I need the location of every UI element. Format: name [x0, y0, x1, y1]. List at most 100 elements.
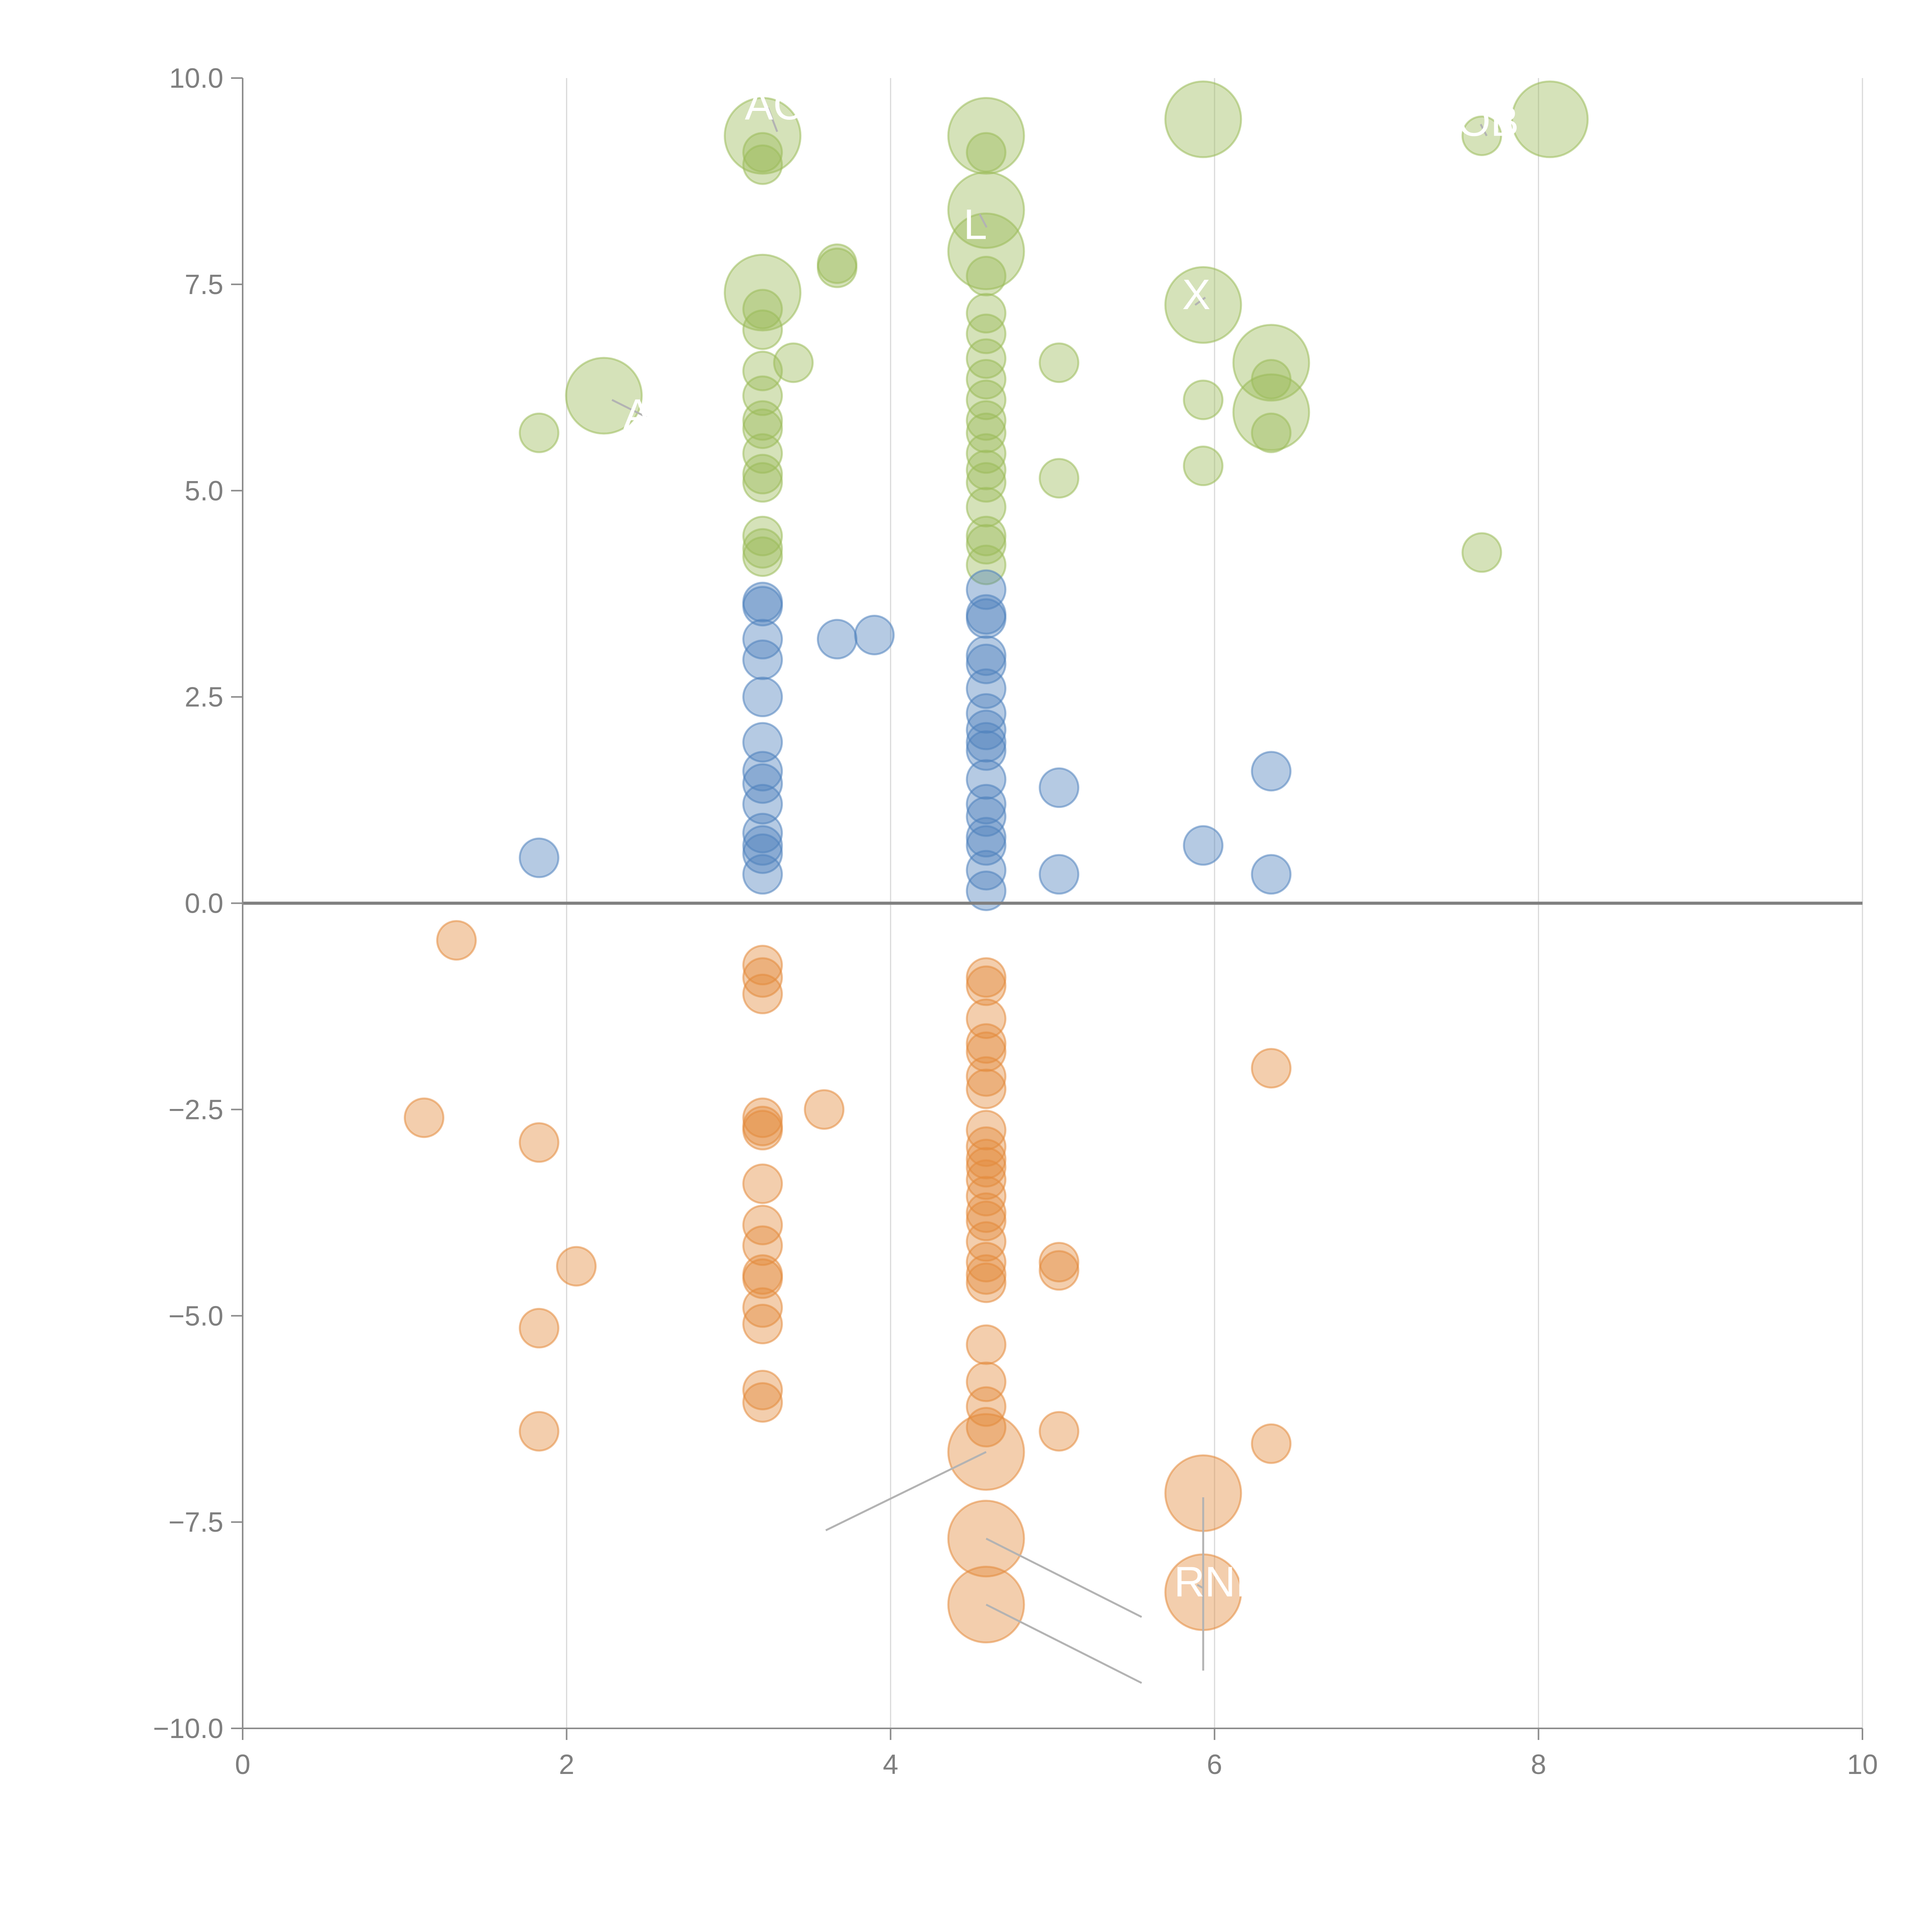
- negative-bubble-49: [1039, 1250, 1080, 1291]
- annotation-label-1: A: [623, 391, 652, 438]
- high-bubble-27: [742, 309, 783, 350]
- y-tick-label: −10.0: [153, 1713, 223, 1744]
- negative-bubble-24: [966, 998, 1007, 1039]
- y-tick-label: −5.0: [168, 1301, 223, 1332]
- mid-bubble-16: [966, 569, 1007, 610]
- mid-bubble-34: [1039, 854, 1080, 895]
- mid-bubble-26: [966, 759, 1007, 800]
- negative-bubble-38: [966, 1242, 1007, 1282]
- mid-bubble-11: [742, 833, 783, 874]
- high-bubble-50: [966, 515, 1007, 556]
- annotation-leader-5: [1480, 124, 1488, 136]
- high-bubble-32: [742, 433, 783, 474]
- high-bubble-39: [966, 293, 1007, 334]
- mid-bubble-33: [1039, 767, 1080, 808]
- bubbles: [404, 80, 1589, 1644]
- negative-bubble-5: [519, 1411, 560, 1452]
- high-bubble-47: [966, 449, 1007, 490]
- negative-bubble-9: [742, 1097, 783, 1138]
- y-tick-label: −7.5: [168, 1507, 223, 1538]
- high-bubble-22: [1039, 458, 1080, 499]
- high-bubble-13: [1164, 266, 1242, 344]
- negative-bubble-48: [1039, 1242, 1080, 1282]
- high-bubble-5: [1164, 80, 1242, 158]
- mid-bubble-1: [742, 586, 783, 627]
- mid-bubble-31: [966, 850, 1007, 891]
- annotation-leader-4: [1197, 1584, 1204, 1589]
- negative-bubble-32: [966, 1147, 1007, 1188]
- y-tick-label: 0.0: [185, 888, 223, 919]
- high-bubble-45: [966, 412, 1007, 453]
- negative-bubble-36: [966, 1201, 1007, 1242]
- annotations: AC A L X RNI OB: [611, 81, 1519, 1605]
- negative-bubble-3: [556, 1246, 597, 1287]
- mid-bubble-20: [966, 643, 1007, 684]
- mid-bubble-2: [742, 619, 783, 660]
- negative-bubble-14: [742, 1225, 783, 1266]
- high-bubble-4: [966, 132, 1007, 173]
- negative-bubble-31: [966, 1139, 1007, 1180]
- high-bubble-25: [1461, 532, 1502, 573]
- high-bubble-34: [742, 462, 783, 503]
- high-bubble-23: [1183, 379, 1224, 420]
- annotation-label-3: X: [1182, 271, 1210, 318]
- negative-bubble-0: [436, 920, 477, 961]
- mid-bubble-30: [966, 825, 1007, 866]
- high-bubble-21: [1039, 342, 1080, 383]
- mid-bubble-5: [742, 722, 783, 763]
- high-bubble-20: [773, 342, 814, 383]
- annotation-label-0: AC: [745, 81, 804, 129]
- mid-bubble-8: [742, 784, 783, 825]
- high-bubble-2: [742, 144, 783, 185]
- mid-bubble-4: [742, 677, 783, 718]
- negative-bubble-42: [966, 1361, 1007, 1402]
- high-bubble-1: [742, 132, 783, 173]
- negative-bubble-25: [966, 1023, 1007, 1064]
- mid-bubble-18: [966, 598, 1007, 639]
- negative-bubble-11: [742, 1110, 783, 1151]
- high-bubble-31: [742, 408, 783, 449]
- negative-bubble-37: [966, 1221, 1007, 1262]
- negative-bubble-54: [1251, 1423, 1292, 1464]
- mid-bubble-37: [1251, 854, 1292, 895]
- mid-bubble-21: [966, 668, 1007, 709]
- annotation-leaders: [825, 1451, 1204, 1684]
- negative-bubble-39: [966, 1254, 1007, 1295]
- high-bubble-43: [966, 379, 1007, 420]
- mid-bubble-28: [966, 796, 1007, 837]
- high-bubble-26: [742, 289, 783, 330]
- negative-bubble-29: [966, 1110, 1007, 1151]
- high-bubble-7: [1511, 80, 1589, 158]
- negative-bubble-23: [966, 965, 1007, 1006]
- negative-bubble-34: [966, 1176, 1007, 1217]
- negative-bubble-44: [966, 1407, 1007, 1448]
- negative-bubble-22: [966, 957, 1007, 998]
- high-bubble-40: [966, 313, 1007, 354]
- x-tick-label: 10: [1847, 1749, 1878, 1780]
- high-bubble-48: [966, 462, 1007, 503]
- y-tick-label: 7.5: [185, 269, 223, 300]
- annotation-label-4: RNI: [1174, 1558, 1247, 1605]
- mid-bubble-13: [816, 619, 857, 660]
- negative-bubble-21: [804, 1089, 845, 1130]
- y-tick-label: 10.0: [169, 63, 223, 94]
- mid-bubble-10: [742, 825, 783, 866]
- annotation-leader-1: [611, 399, 647, 418]
- high-bubble-14: [565, 357, 643, 435]
- high-bubble-44: [966, 400, 1007, 441]
- mid-bubble-32: [966, 870, 1007, 911]
- annotation-label-2: L: [963, 201, 987, 248]
- negative-bubble-18: [742, 1304, 783, 1345]
- negative-bubble-30: [966, 1126, 1007, 1167]
- negative-bubble-41: [966, 1324, 1007, 1365]
- annotation-leader-0: [767, 107, 778, 132]
- negative-bubble-1: [404, 1097, 445, 1138]
- negative-bubble-27: [966, 1056, 1007, 1097]
- high-bubble-19: [1251, 412, 1292, 453]
- negative-bubble-7: [742, 957, 783, 998]
- high-bubble-37: [742, 536, 783, 577]
- mid-bubble-6: [742, 751, 783, 792]
- annotation-leader-3: [1194, 296, 1206, 306]
- high-bubble-24: [1183, 446, 1224, 486]
